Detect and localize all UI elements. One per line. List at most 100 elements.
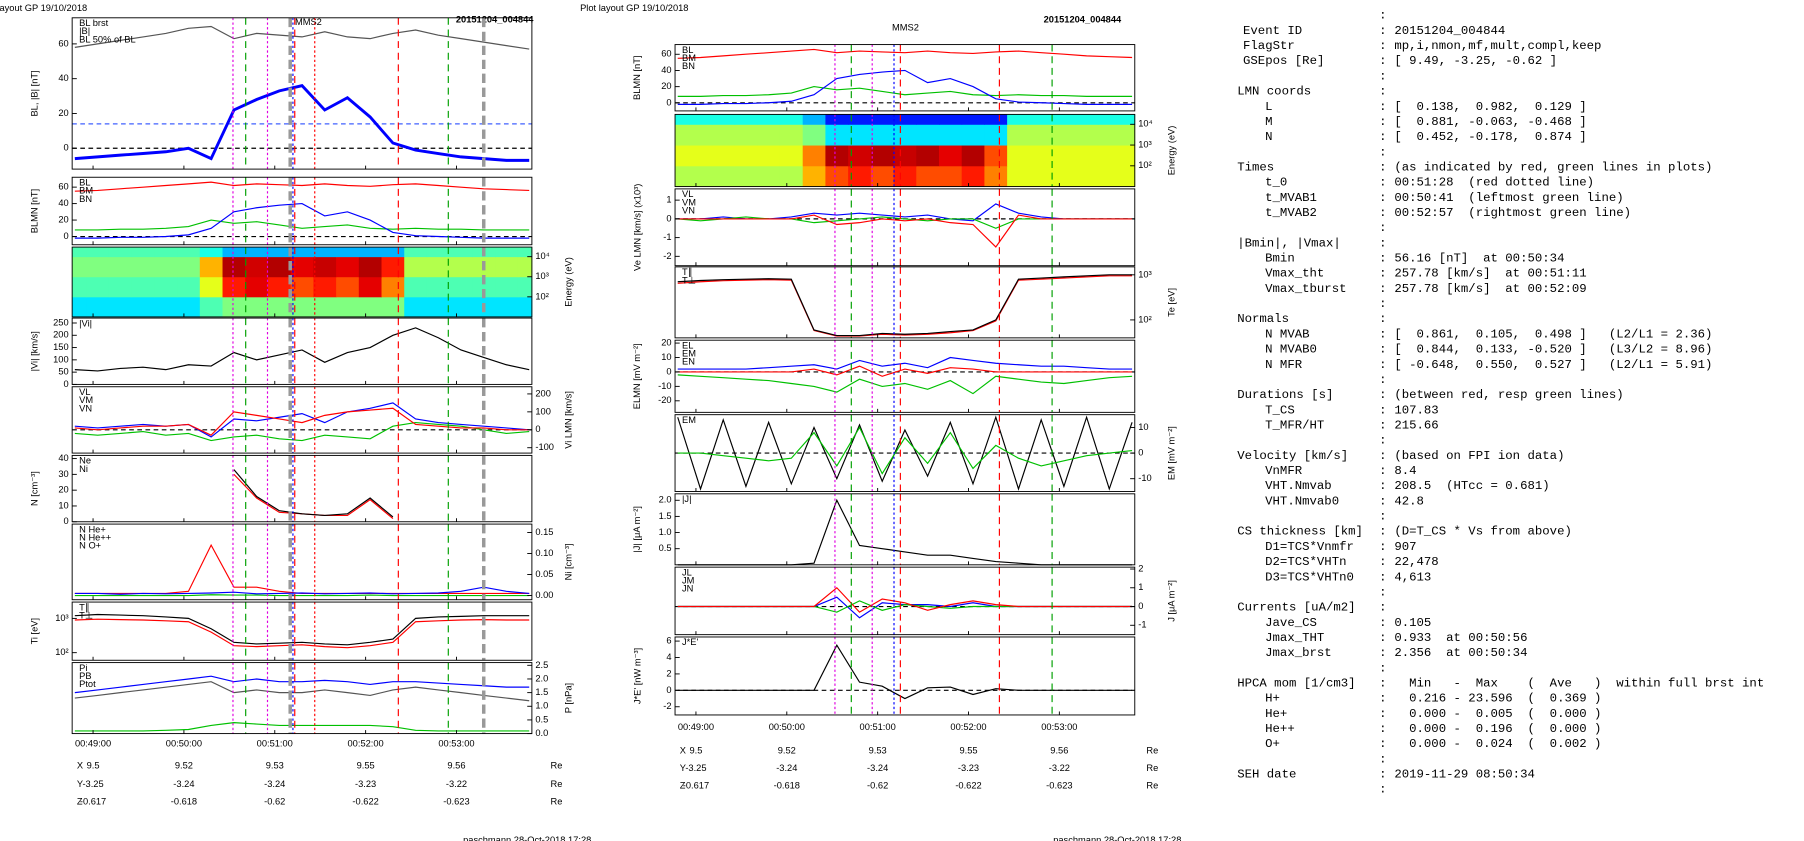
spectrogram-cell bbox=[870, 145, 895, 167]
legend-entry: BN bbox=[79, 194, 92, 204]
spectrogram-cell bbox=[72, 247, 87, 258]
spectrogram-cell bbox=[381, 256, 405, 278]
series-line bbox=[677, 48, 1133, 59]
spectrogram-cell bbox=[222, 276, 246, 298]
field-label: VHT.Nmvab bbox=[1265, 479, 1332, 493]
y-tick-label: 1 bbox=[1138, 582, 1143, 592]
plot-title: MMS2 bbox=[892, 23, 919, 33]
x-tick-label: 00:52:00 bbox=[950, 722, 986, 732]
spectrogram-cell bbox=[199, 296, 223, 318]
spectrogram-cell bbox=[313, 276, 337, 298]
y-tick-label: 0.05 bbox=[535, 569, 553, 579]
panel: 0 20 40 60 BL, |B| [nT] BL brst|B|BL 50% of B… bbox=[29, 17, 533, 170]
field-value: 00:50:41 (leftmost green line) bbox=[1394, 191, 1623, 205]
series-line bbox=[677, 498, 1133, 566]
section-title: Durations [s] bbox=[1237, 388, 1333, 402]
spectrogram-cell bbox=[675, 124, 690, 146]
legend-entry: PB bbox=[79, 671, 91, 681]
x-tick-label: 00:53:00 bbox=[438, 739, 474, 749]
field-value: 0.216 - 23.596 ( 0.369 ) bbox=[1394, 692, 1601, 706]
legend-entry: JL bbox=[682, 567, 692, 577]
legend-entry: BM bbox=[79, 186, 93, 196]
y-tick-label: 40 bbox=[661, 65, 671, 75]
field-label: N MVAB0 bbox=[1265, 343, 1317, 357]
spectrogram-cell bbox=[131, 247, 155, 258]
y-tick-label: 0 bbox=[63, 379, 68, 389]
spectrogram-cell bbox=[734, 165, 758, 188]
spectrogram-cell bbox=[154, 247, 178, 258]
position-label: Z bbox=[77, 797, 83, 807]
y-tick-label: 20 bbox=[661, 338, 671, 348]
spectrogram-cell bbox=[1052, 114, 1076, 125]
field-value: 00:51:28 (red dotted line) bbox=[1394, 176, 1594, 190]
spectrogram-cell bbox=[404, 276, 428, 298]
panel: 10² 10³ 10⁴ Energy (eV) bbox=[674, 113, 1176, 188]
spectrogram-cell bbox=[517, 296, 533, 318]
series-line bbox=[74, 543, 530, 595]
field-label: D2=TCS*VHTn bbox=[1265, 555, 1346, 569]
spectrogram-cell bbox=[734, 145, 758, 167]
field-label: L bbox=[1265, 100, 1272, 114]
spectrogram-cell bbox=[108, 247, 133, 258]
spectrogram-cell bbox=[1120, 114, 1136, 125]
legend-entry: JN bbox=[682, 584, 693, 594]
section-value: (D=T_CS * Vs from above) bbox=[1394, 525, 1572, 539]
y-axis-label: P [nPa] bbox=[564, 683, 574, 713]
y-tick-label: -1 bbox=[1138, 620, 1146, 630]
field-value: 00:52:57 (rightmost green line) bbox=[1394, 206, 1631, 220]
spectrogram-cell bbox=[472, 276, 496, 298]
y-tick-label: 2.5 bbox=[535, 660, 548, 670]
spectrogram-cell bbox=[1120, 145, 1136, 167]
spectrogram-cell bbox=[222, 256, 246, 278]
field-value: [ 0.844, 0.133, -0.520 ] (L3/L2 = 8.96) bbox=[1394, 343, 1712, 357]
spectrogram-cell bbox=[313, 247, 337, 258]
spectrogram-cell bbox=[108, 276, 133, 298]
spectrogram-cell bbox=[381, 296, 405, 318]
legend-entry: Ptot bbox=[79, 679, 96, 689]
panel-frame bbox=[674, 113, 1136, 188]
y-tick-label: 10 bbox=[1138, 422, 1148, 432]
panel-frame bbox=[71, 662, 533, 735]
field-label: FlagStr bbox=[1243, 39, 1295, 53]
y-tick-label: -10 bbox=[658, 381, 671, 391]
series-line bbox=[74, 219, 530, 231]
section-value: 2019-11-29 08:50:34 bbox=[1394, 768, 1535, 782]
y-tick-label: 0 bbox=[1138, 448, 1143, 458]
legend-entry: BL bbox=[682, 45, 693, 55]
series-line bbox=[677, 586, 1133, 613]
spectrogram-cell bbox=[689, 124, 713, 146]
legend-entry: N He++ bbox=[79, 533, 111, 543]
y-tick-label: 200 bbox=[53, 330, 69, 340]
x-tick-label: 00:49:00 bbox=[75, 739, 111, 749]
legend-entry: BL bbox=[79, 178, 90, 188]
y-tick-label: 0 bbox=[666, 685, 671, 695]
spectrogram-cell bbox=[245, 256, 269, 278]
y-tick-label: 10² bbox=[535, 291, 548, 301]
series-line bbox=[74, 407, 530, 436]
spectrogram-cell bbox=[404, 256, 428, 278]
legend-entry: N He+ bbox=[79, 524, 106, 534]
field-value: 0.000 - 0.024 ( 0.002 ) bbox=[1394, 737, 1601, 751]
section-value: (between red, resp green lines) bbox=[1394, 388, 1623, 402]
position-unit: Re bbox=[1146, 745, 1158, 755]
y-tick-label: 0 bbox=[666, 97, 671, 107]
spectrogram-cell bbox=[358, 256, 382, 278]
spectrogram-cell bbox=[495, 247, 519, 258]
position-value: -3.25 bbox=[685, 763, 706, 773]
series-line bbox=[677, 275, 1133, 337]
separator: : bbox=[1379, 707, 1386, 721]
position-value: 9.5 bbox=[87, 761, 100, 771]
section-title: Times bbox=[1237, 160, 1274, 174]
position-value: -0.623 bbox=[443, 797, 469, 807]
spectrogram-cell bbox=[336, 276, 360, 298]
spectrogram-cell bbox=[426, 256, 451, 278]
separator: : bbox=[1379, 160, 1386, 174]
field-value: [ 0.452, -0.178, 0.874 ] bbox=[1394, 130, 1586, 144]
y-tick-label: 30 bbox=[58, 469, 68, 479]
y-tick-label: 20 bbox=[58, 485, 68, 495]
y-tick-label: 1 bbox=[666, 195, 671, 205]
x-tick-label: 00:50:00 bbox=[166, 739, 202, 749]
legend-entry: EL bbox=[682, 340, 693, 350]
